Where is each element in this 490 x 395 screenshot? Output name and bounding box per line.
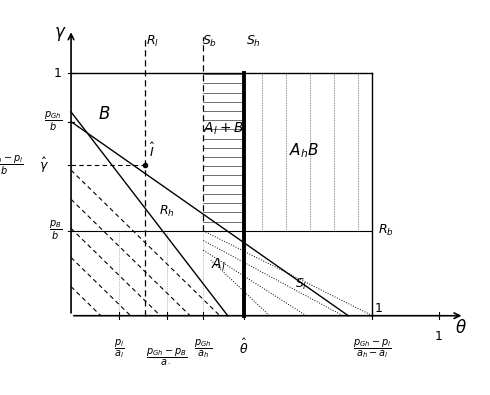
- Text: $\dfrac{p_{Gh}-p_l}{b}$: $\dfrac{p_{Gh}-p_l}{b}$: [0, 154, 24, 177]
- Text: $\dfrac{p_{Gh}-p_l}{a_h-a_l}$: $\dfrac{p_{Gh}-p_l}{a_h-a_l}$: [353, 338, 392, 360]
- Text: $\dfrac{p_{Gh}}{b}$: $\dfrac{p_{Gh}}{b}$: [44, 110, 62, 133]
- Text: $\theta$: $\theta$: [455, 319, 466, 337]
- Text: $S_l$: $S_l$: [295, 276, 308, 292]
- Text: $1$: $1$: [374, 302, 383, 315]
- Text: $R_b$: $R_b$: [378, 223, 394, 238]
- Text: $A_hB$: $A_hB$: [290, 141, 319, 160]
- Text: $1$: $1$: [434, 330, 443, 343]
- Text: $B$: $B$: [98, 105, 110, 123]
- Text: $\hat{I}$: $\hat{I}$: [149, 142, 155, 160]
- Text: $\dfrac{p_{Gh}}{a_h}$: $\dfrac{p_{Gh}}{a_h}$: [194, 338, 213, 360]
- Text: $\hat{\theta}$: $\hat{\theta}$: [239, 338, 248, 357]
- Text: $\dfrac{p_B}{b}$: $\dfrac{p_B}{b}$: [49, 219, 62, 242]
- Text: $S_b$: $S_b$: [201, 34, 217, 49]
- Text: $\gamma$: $\gamma$: [54, 25, 66, 43]
- Text: $S_h$: $S_h$: [245, 34, 261, 49]
- Text: $\dfrac{p_{Gh}-p_B}{a_\cdot}$: $\dfrac{p_{Gh}-p_B}{a_\cdot}$: [146, 347, 187, 367]
- Text: $1$: $1$: [53, 67, 62, 80]
- Text: $R_l$: $R_l$: [147, 34, 159, 49]
- Text: $R_h$: $R_h$: [159, 204, 175, 219]
- Text: $\dfrac{p_l}{a_l}$: $\dfrac{p_l}{a_l}$: [114, 338, 124, 360]
- Text: $A_l$: $A_l$: [211, 257, 225, 273]
- Text: $A_l+B$: $A_l+B$: [203, 121, 244, 137]
- Text: $\hat{\gamma}$: $\hat{\gamma}$: [39, 156, 49, 175]
